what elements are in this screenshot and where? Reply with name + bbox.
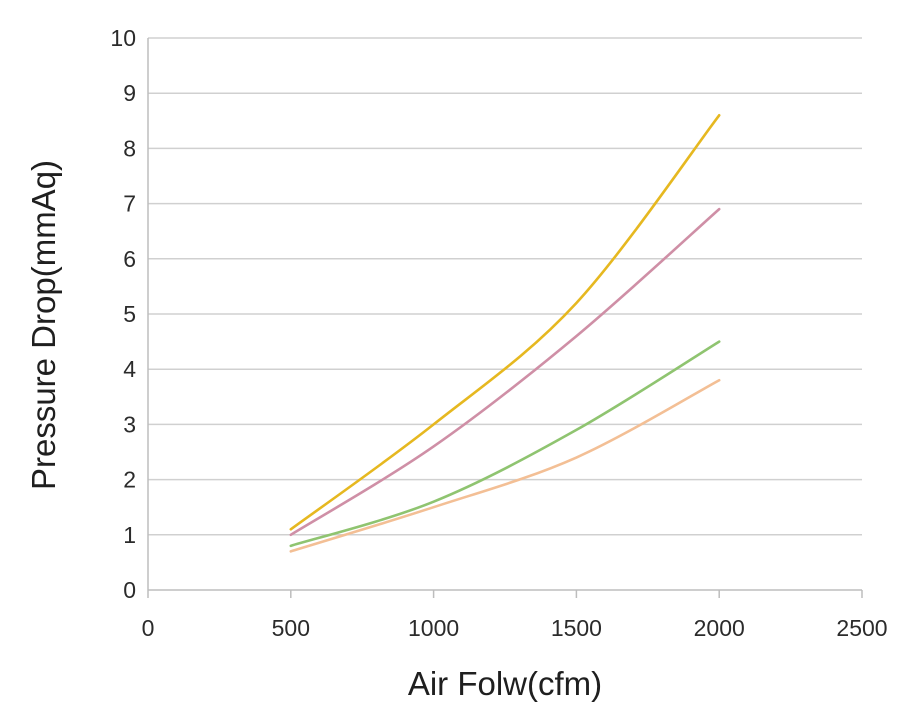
x-tick-label: 2000 bbox=[694, 615, 745, 641]
y-tick-label: 9 bbox=[123, 80, 136, 106]
series-line-1 bbox=[289, 113, 721, 531]
series-line-2 bbox=[289, 207, 721, 537]
x-tick-label: 500 bbox=[272, 615, 310, 641]
gridlines bbox=[148, 37, 862, 536]
x-axis-title: Air Folw(cfm) bbox=[408, 665, 602, 702]
y-tick-label: 10 bbox=[110, 25, 136, 51]
series-lines bbox=[289, 113, 721, 553]
y-axis-title: Pressure Drop(mmAq) bbox=[25, 160, 62, 490]
x-tick-label: 0 bbox=[142, 615, 155, 641]
x-tick-label: 1000 bbox=[408, 615, 459, 641]
y-tick-label: 8 bbox=[123, 135, 136, 161]
tick-labels: 0 1 2 3 4 5 6 7 8 9 10 0 500 1000 1500 2000 2500 bbox=[110, 25, 887, 641]
x-tick-label: 2500 bbox=[836, 615, 887, 641]
y-tick-label: 3 bbox=[123, 411, 136, 437]
y-tick-label: 0 bbox=[123, 577, 136, 603]
series-line-4 bbox=[289, 378, 721, 553]
x-tick-label: 1500 bbox=[551, 615, 602, 641]
y-tick-label: 5 bbox=[123, 301, 136, 327]
series-line-3 bbox=[289, 340, 721, 548]
y-tick-label: 4 bbox=[123, 356, 136, 382]
y-tick-label: 2 bbox=[123, 467, 136, 493]
y-tick-label: 7 bbox=[123, 191, 136, 217]
y-tick-label: 1 bbox=[123, 522, 136, 548]
axes bbox=[147, 38, 863, 598]
y-tick-label: 6 bbox=[123, 246, 136, 272]
